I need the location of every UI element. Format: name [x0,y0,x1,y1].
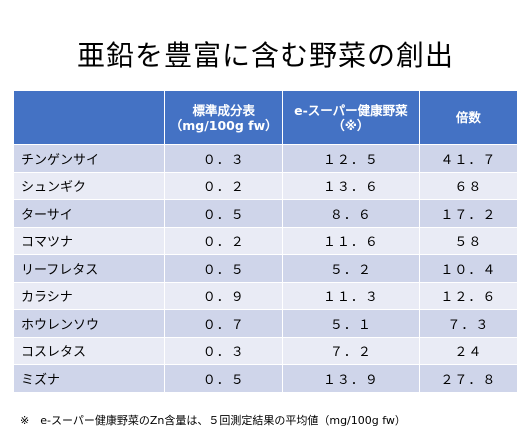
table-row: リーフレタス ０．５ ５．２ １０．４ [14,254,519,282]
super-value-cell: １２．５ [282,144,420,172]
super-value-cell: ８．６ [282,199,420,227]
ratio-cell: ７．３ [419,309,519,337]
table-row: ターサイ ０．５ ８．６ １７．２ [14,199,519,227]
ratio-cell: １７．２ [419,199,519,227]
standard-value-cell: ０．３ [164,336,283,365]
vegetable-name-cell: チンゲンサイ [14,144,166,172]
vegetable-name-cell: ターサイ [14,199,166,227]
header-ratio: 倍数 [419,91,519,145]
table-row: ミズナ ０．５ １３．９ ２７．８ [14,364,519,392]
standard-value-cell: ０．５ [164,199,283,227]
vegetable-name-cell: カラシナ [14,281,166,310]
vegetable-name-cell: コマツナ [14,226,166,255]
table-header-row: 標準成分表（mg/100g fw） e-スーパー健康野菜（※） 倍数 [14,91,519,145]
standard-value-cell: ０．３ [164,144,283,172]
ratio-cell: １０．４ [419,254,519,282]
vegetable-name-cell: ホウレンソウ [14,309,166,337]
ratio-cell: ６８ [419,171,519,200]
header-vegetable [14,91,166,145]
header-standard: 標準成分表（mg/100g fw） [164,91,283,145]
table-row: カラシナ ０．９ １１．３ １２．６ [14,281,519,310]
standard-value-cell: ０．９ [164,281,283,310]
table-row: シュンギク ０．２ １３．６ ６８ [14,171,519,200]
ratio-cell: １２．６ [419,281,519,310]
header-super-vegetable: e-スーパー健康野菜（※） [282,91,420,145]
table-row: コスレタス ０．３ ７．２ ２４ [14,336,519,365]
super-value-cell: １３．６ [282,171,420,200]
super-value-cell: ７．２ [282,336,420,365]
footnote: ※ e-スーパー健康野菜のZn含量は、５回測定結果の平均値（mg/100g fw… [20,414,406,427]
ratio-cell: ５８ [419,226,519,255]
super-value-cell: ５．２ [282,254,420,282]
table-row: コマツナ ０．２ １１．６ ５８ [14,226,519,255]
vegetable-name-cell: リーフレタス [14,254,166,282]
table-row: ホウレンソウ ０．７ ５．１ ７．３ [14,309,519,337]
super-value-cell: ５．１ [282,309,420,337]
super-value-cell: １１．６ [282,226,420,255]
standard-value-cell: ０．２ [164,226,283,255]
standard-value-cell: ０．５ [164,254,283,282]
zinc-vegetable-table: 標準成分表（mg/100g fw） e-スーパー健康野菜（※） 倍数 チンゲンサ… [14,91,519,392]
vegetable-name-cell: コスレタス [14,336,166,365]
vegetable-name-cell: シュンギク [14,171,166,200]
ratio-cell: ２７．８ [419,364,519,392]
ratio-cell: ４１．７ [419,144,519,172]
super-value-cell: １３．９ [282,364,420,392]
page-title: 亜鉛を豊富に含む野菜の創出 [76,39,454,72]
standard-value-cell: ０．７ [164,309,283,337]
vegetable-name-cell: ミズナ [14,364,166,392]
super-value-cell: １１．３ [282,281,420,310]
standard-value-cell: ０．５ [164,364,283,392]
ratio-cell: ２４ [419,336,519,365]
table-row: チンゲンサイ ０．３ １２．５ ４１．７ [14,144,519,172]
standard-value-cell: ０．２ [164,171,283,200]
